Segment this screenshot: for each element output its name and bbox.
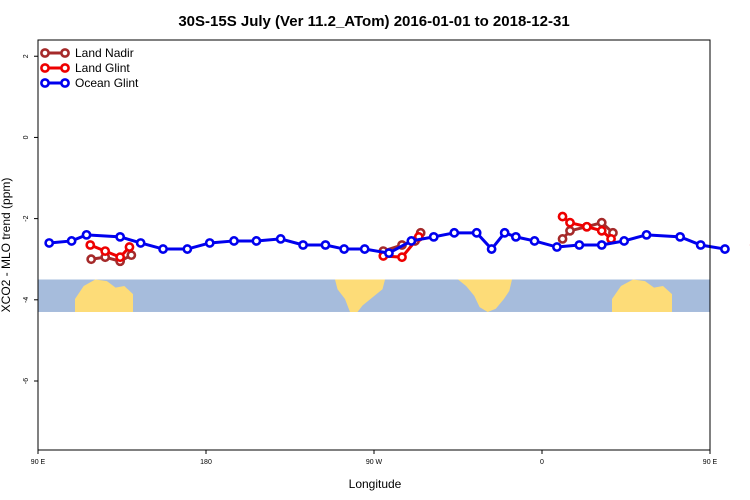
data-point-land-glint [581, 221, 592, 232]
data-point-ocean-glint [320, 240, 331, 250]
data-point-land-nadir [565, 225, 575, 236]
chart-title: 30S-15S July (Ver 11.2_ATom) 2016-01-01 … [178, 13, 569, 30]
data-point-land-glint [124, 242, 135, 252]
legend-swatch-marker [60, 48, 70, 58]
data-point-ocean-glint [406, 236, 417, 246]
x-axis: 90 E 180 90 W 0 90 E [31, 450, 718, 466]
data-point-ocean-glint [486, 244, 497, 254]
data-point-ocean-glint [182, 244, 193, 254]
data-point-land-glint [85, 240, 96, 250]
x-tick-label: 90 E [31, 459, 46, 466]
data-point-ocean-glint [449, 227, 460, 238]
data-point-land-glint [596, 225, 607, 236]
data-point-ocean-glint [675, 231, 686, 242]
data-point-ocean-glint [552, 242, 562, 252]
legend-swatch-marker [40, 48, 50, 58]
y-tick-label: -6 [23, 378, 30, 384]
series-line-land-glint [89, 243, 131, 259]
data-point-ocean-glint [471, 227, 482, 238]
data-point-land-glint [557, 211, 568, 222]
data-point-ocean-glint [339, 244, 350, 254]
y-tick-label: 0 [23, 135, 30, 139]
data-point-ocean-glint [695, 240, 706, 250]
data-point-ocean-glint [44, 238, 55, 248]
data-point-ocean-glint [229, 236, 239, 246]
data-point-ocean-glint [574, 240, 585, 250]
data-point-ocean-glint [359, 244, 370, 254]
data-point-land-glint [115, 252, 126, 263]
data-point-land-glint [397, 252, 407, 263]
data-point-ocean-glint [81, 229, 92, 240]
data-point-ocean-glint [720, 244, 730, 254]
data-point-ocean-glint [641, 229, 652, 240]
data-point-ocean-glint [596, 240, 607, 250]
legend-swatch-marker [60, 63, 70, 73]
x-axis-label: Longitude [349, 477, 402, 491]
data-point-ocean-glint [135, 238, 146, 248]
data-point-land-nadir [557, 234, 568, 244]
data-point-ocean-glint [529, 236, 540, 246]
legend-label: Land Nadir [75, 46, 134, 60]
map-band [38, 279, 710, 312]
australia-landmass [75, 279, 133, 312]
y-tick-label: -2 [23, 215, 30, 221]
x-tick-label: 90 W [366, 459, 383, 466]
y-axis-label: XCO2 - MLO trend (ppm) [0, 178, 13, 313]
data-point-ocean-glint [251, 236, 262, 246]
data-point-ocean-glint [499, 227, 510, 238]
data-point-ocean-glint [428, 231, 439, 242]
south-america-landmass [335, 279, 385, 312]
legend-label: Land Glint [75, 61, 130, 75]
data-point-land-nadir [86, 254, 97, 265]
series-ocean-glint [44, 227, 730, 259]
data-point-land-glint [565, 217, 575, 228]
legend-swatch-marker [40, 63, 50, 73]
legend-item-land-glint: Land Glint [40, 61, 130, 75]
data-point-ocean-glint [158, 244, 168, 254]
legend-item-ocean-glint: Ocean Glint [40, 76, 139, 90]
data-point-ocean-glint [66, 236, 77, 246]
y-tick-label: -4 [23, 297, 30, 303]
data-point-ocean-glint [619, 236, 630, 246]
series-layer [44, 211, 750, 267]
data-point-land-nadir [126, 250, 137, 261]
x-tick-label: 0 [540, 459, 544, 466]
data-point-ocean-glint [115, 231, 126, 242]
series-line-land-nadir [90, 253, 133, 263]
australia-landmass-repeat [612, 279, 672, 312]
data-point-land-glint [100, 246, 111, 256]
data-point-land-nadir [596, 217, 607, 228]
africa-landmass [458, 279, 512, 312]
data-point-ocean-glint [510, 231, 521, 242]
x-tick-label: 180 [200, 459, 212, 466]
legend-swatch-marker [60, 78, 70, 88]
data-point-ocean-glint [384, 248, 394, 259]
x-tick-label: 90 E [703, 459, 718, 466]
y-tick-label: 2 [23, 54, 30, 58]
data-point-ocean-glint [275, 234, 286, 244]
data-point-ocean-glint [298, 240, 308, 250]
legend-item-land-nadir: Land Nadir [40, 46, 134, 60]
legend-label: Ocean Glint [75, 76, 139, 90]
data-point-ocean-glint [204, 238, 215, 248]
legend-swatch-marker [40, 78, 50, 88]
y-axis: 2 0 -2 -4 -6 [23, 54, 38, 384]
